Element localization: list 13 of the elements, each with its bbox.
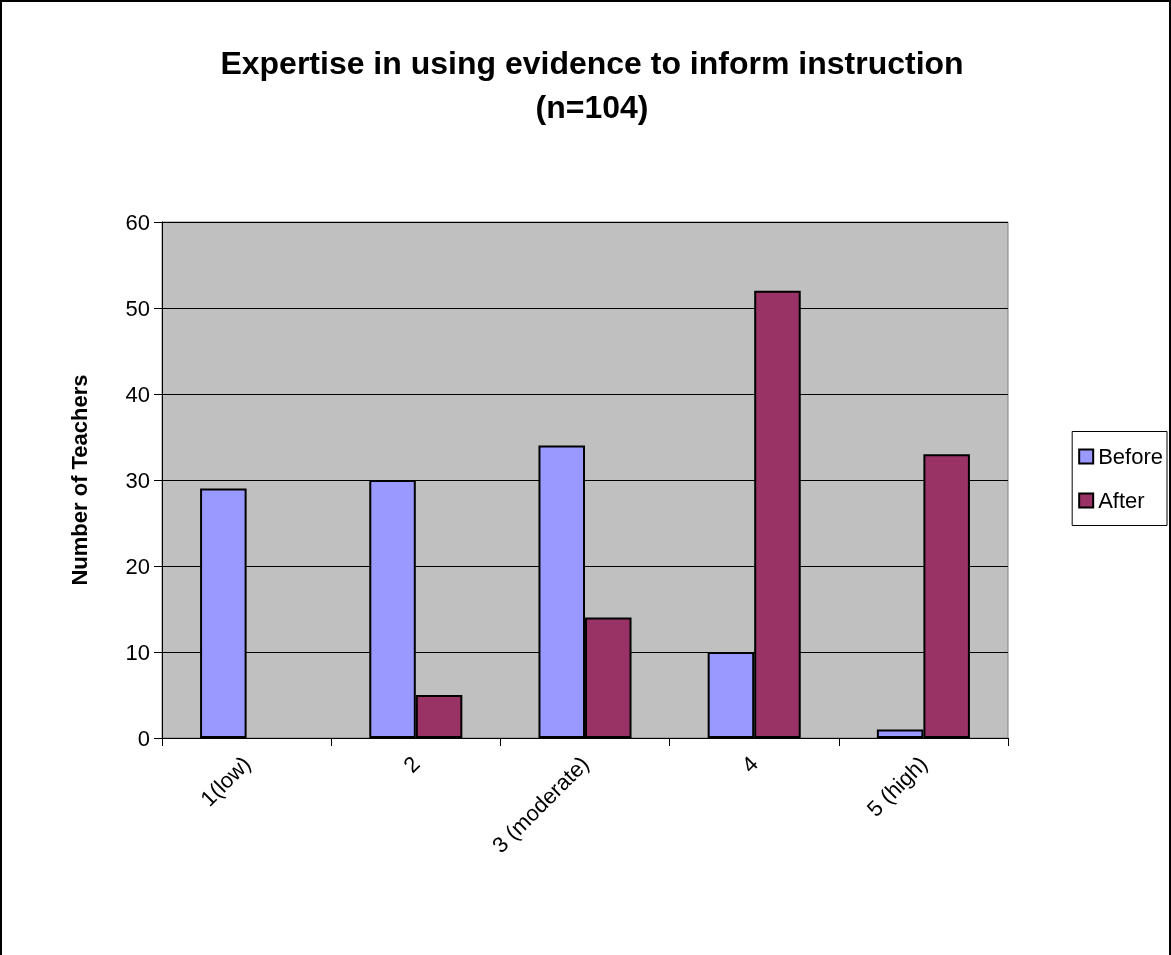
y-tick-label: 50 bbox=[125, 295, 150, 321]
x-tick-label: 2 bbox=[398, 751, 425, 778]
y-tick-label: 10 bbox=[125, 639, 150, 665]
legend-label: Before bbox=[1098, 444, 1164, 469]
y-tick-label: 20 bbox=[125, 553, 150, 579]
y-tick-label: 60 bbox=[125, 209, 150, 235]
legend-label: After bbox=[1098, 488, 1145, 513]
y-axis-title: Number of Teachers bbox=[66, 374, 92, 586]
x-tick-label: 4 bbox=[736, 751, 764, 778]
y-tick-label: 30 bbox=[125, 467, 150, 493]
chart-title: Expertise in using evidence to inform instruction (n=104) bbox=[220, 45, 964, 125]
y-tick-label: 0 bbox=[137, 725, 150, 751]
y-tick-label: 40 bbox=[125, 381, 150, 407]
